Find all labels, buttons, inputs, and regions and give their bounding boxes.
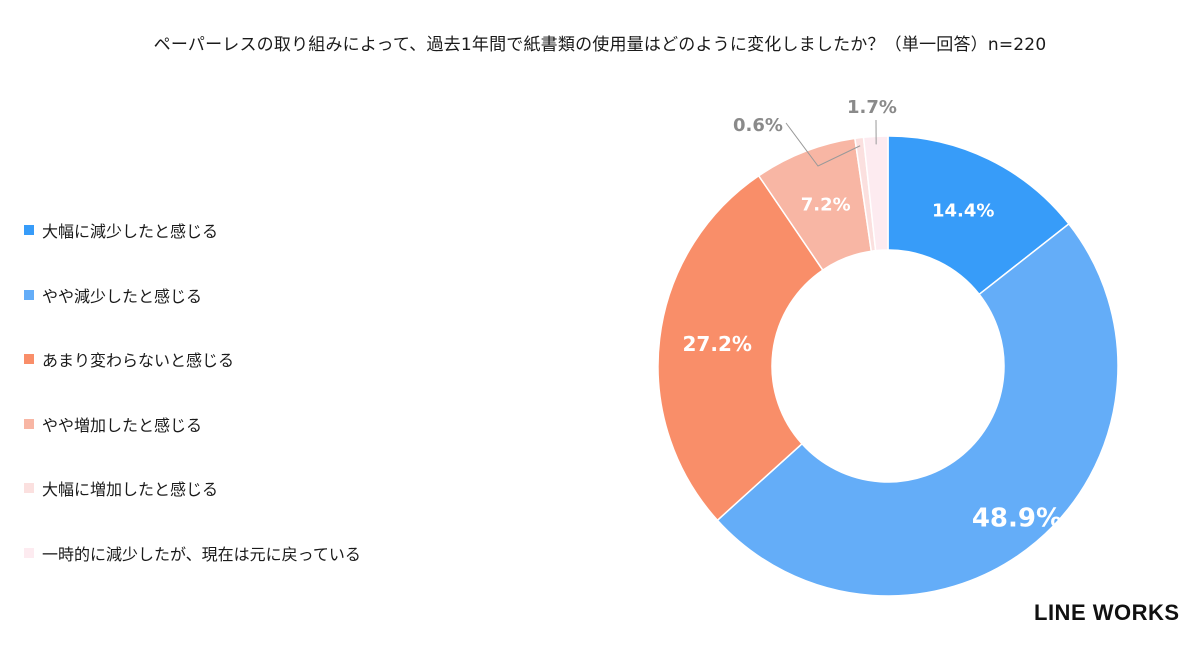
- legend-label: 一時的に減少したが、現在は元に戻っている: [42, 544, 361, 564]
- pie-slice: [887, 135, 1070, 296]
- pie-slice: [862, 135, 889, 252]
- legend-label: あまり変わらないと感じる: [42, 351, 235, 371]
- chart-title: ペーパーレスの取り組みによって、過去1年間で紙書類の使用量はどのように変化しまし…: [153, 35, 1047, 55]
- pie-slice: [716, 222, 1119, 597]
- legend-swatch: [24, 354, 34, 365]
- data-label: 1.7%: [847, 97, 897, 118]
- legend: 大幅に減少したと感じる やや減少したと感じる あまり変わらないと感じる やや増加…: [24, 198, 361, 585]
- legend-item: あまり変わらないと感じる: [24, 327, 361, 392]
- data-label: 48.9%: [972, 503, 1062, 533]
- legend-label: やや減少したと感じる: [42, 286, 203, 306]
- leader-line: [785, 122, 861, 167]
- legend-item: やや増加したと感じる: [24, 392, 361, 457]
- donut-chart: 14.4% 48.9% 27.2% 7.2% 0.6% 1.7%: [657, 97, 1119, 597]
- legend-swatch: [24, 225, 34, 236]
- data-label: 0.6%: [733, 115, 783, 136]
- pie-slice: [657, 174, 824, 522]
- legend-swatch: [24, 289, 34, 300]
- brand-logo: LINE WORKS: [1034, 600, 1180, 625]
- legend-item: 大幅に減少したと感じる: [24, 198, 361, 263]
- data-label: 27.2%: [683, 332, 752, 356]
- legend-swatch: [24, 418, 34, 429]
- legend-item: やや減少したと感じる: [24, 263, 361, 328]
- legend-item: 大幅に増加したと感じる: [24, 456, 361, 521]
- legend-label: やや増加したと感じる: [42, 415, 203, 435]
- legend-label: 大幅に増加したと感じる: [42, 480, 219, 500]
- legend-item: 一時的に減少したが、現在は元に戻っている: [24, 521, 361, 586]
- legend-swatch: [24, 547, 34, 558]
- legend-swatch: [24, 483, 34, 494]
- legend-label: 大幅に減少したと感じる: [42, 222, 219, 242]
- data-label: 14.4%: [932, 200, 994, 221]
- data-label: 7.2%: [801, 195, 851, 216]
